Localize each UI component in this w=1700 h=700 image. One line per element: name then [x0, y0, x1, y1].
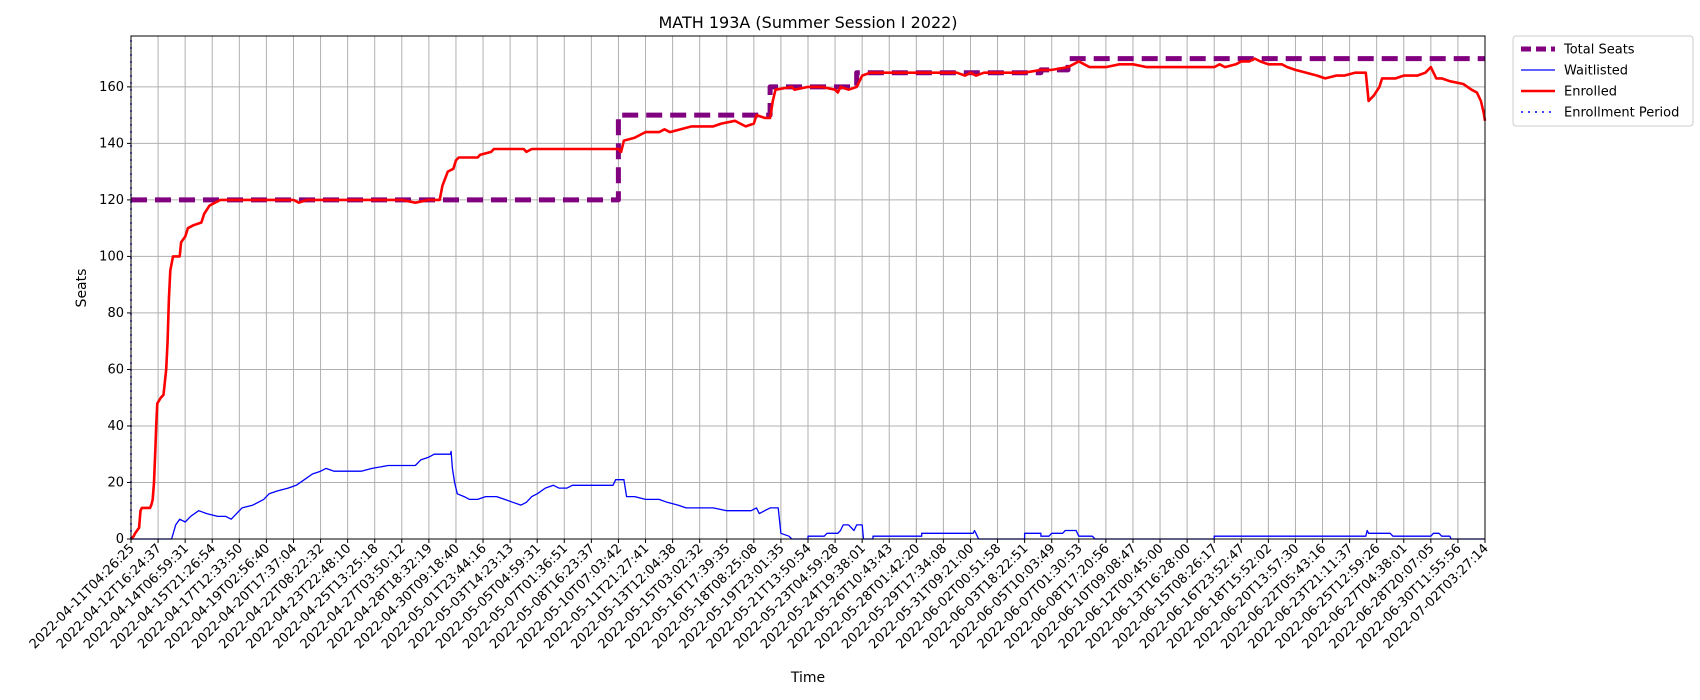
- y-tick-label: 20: [107, 475, 124, 490]
- y-tick-label: 100: [99, 249, 124, 264]
- y-tick-label: 120: [99, 193, 124, 208]
- y-tick-label: 40: [107, 419, 124, 434]
- series-enrolled: [130, 57, 1487, 540]
- x-axis-label: Time: [790, 670, 825, 686]
- y-tick-label: 160: [99, 80, 124, 95]
- legend: Total Seats Waitlisted Enrolled Enrollment …: [1512, 35, 1694, 127]
- plot-series: [130, 36, 1487, 540]
- series-waitlisted: [131, 450, 1485, 540]
- y-axis-label: Seats: [74, 269, 90, 308]
- legend-frame: [1512, 35, 1694, 127]
- legend-label: Enrolled: [1564, 85, 1617, 100]
- y-tick-label: 60: [107, 362, 124, 377]
- grid-lines: [130, 36, 1486, 540]
- chart-title: MATH 193A (Summer Session I 2022): [658, 13, 957, 32]
- legend-label: Total Seats: [1563, 43, 1635, 58]
- legend-label: Waitlisted: [1564, 64, 1628, 79]
- y-axis-ticks: 0 20 40 60 80 100 120 140 160: [99, 80, 131, 547]
- x-axis-ticks: 2022-04-11T04:26:252022-04-12T16:24:3720…: [27, 539, 1492, 652]
- y-tick-label: 80: [107, 306, 124, 321]
- y-tick-label: 140: [99, 136, 124, 151]
- y-tick-label: 0: [116, 532, 124, 547]
- legend-label: Enrollment Period: [1564, 106, 1679, 121]
